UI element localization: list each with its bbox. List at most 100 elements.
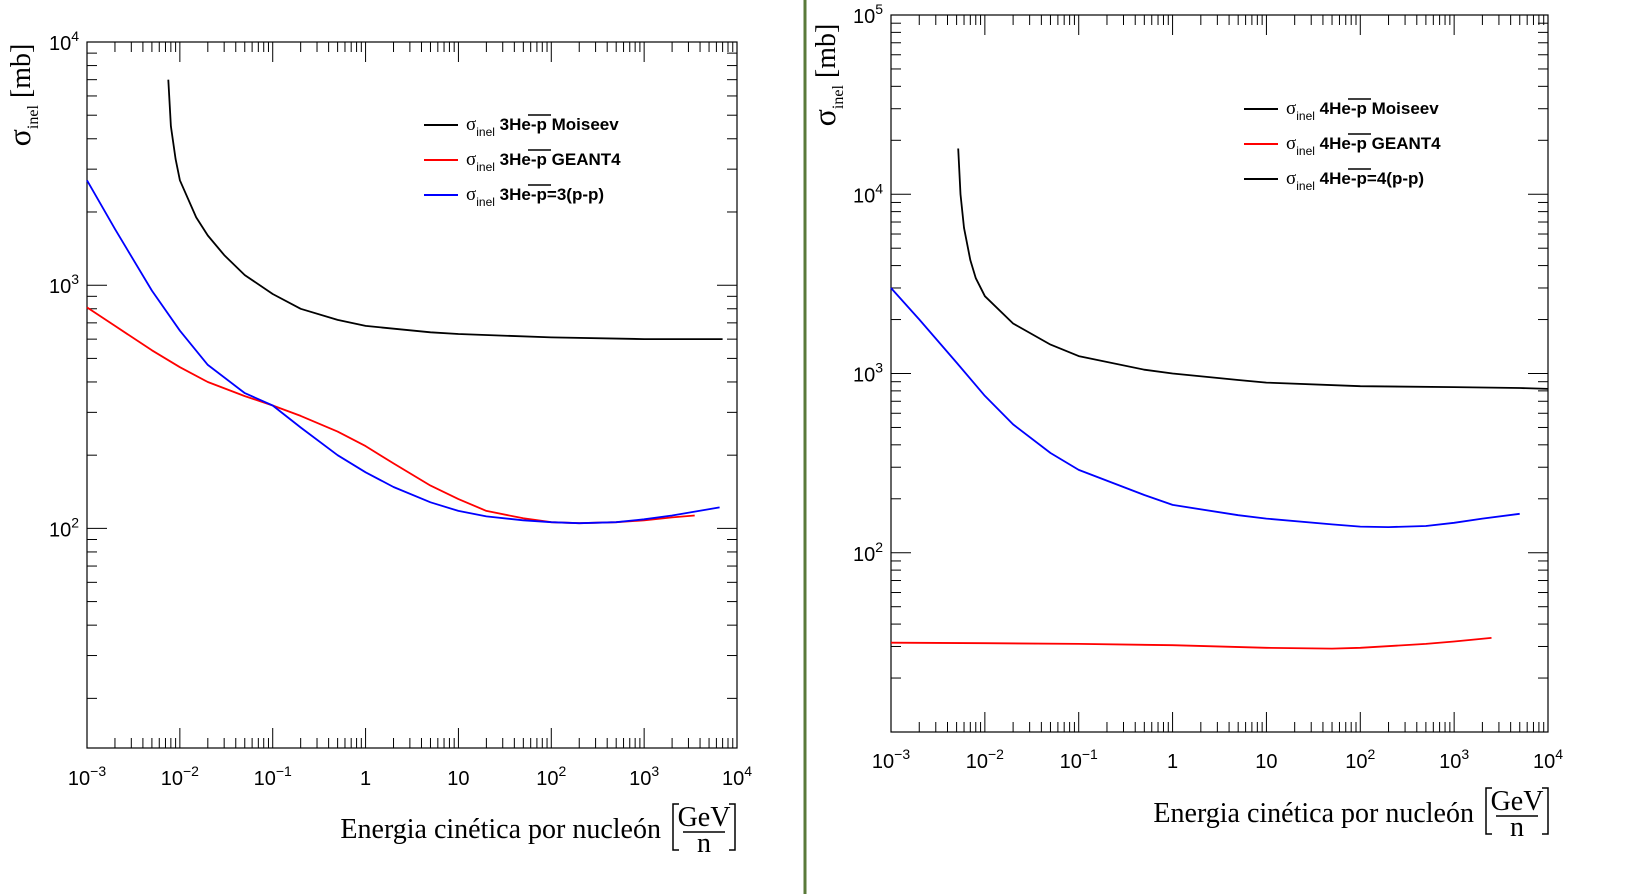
y-tick-exponent: 2	[71, 514, 79, 530]
y-tick-label: 103	[853, 360, 883, 387]
y-axis-title: σinel [mb]	[806, 24, 847, 127]
legend-text-tail: -p)	[582, 185, 604, 204]
legend-text-main: -p=3(	[531, 185, 572, 204]
legend-sigma: σ	[1286, 133, 1296, 154]
x-tick-label: 10−2	[161, 763, 199, 790]
legend-subscript: inel	[1296, 179, 1315, 193]
legend-subscript: inel	[476, 125, 495, 139]
x-tick-base: 10	[872, 751, 894, 773]
x-tick-labels: 10−3 10−2 10−1 1 10 102 103 104	[872, 746, 1563, 773]
x-tick-base: 10	[1345, 751, 1367, 773]
x-tick-base: 10	[1255, 751, 1277, 773]
legend-text-main: -p Moiseev	[531, 115, 619, 134]
x-tick-label: 10−3	[872, 746, 910, 773]
legend-item: σinel 4He-p=4(p-p)	[1244, 168, 1424, 193]
legend-label: σinel 3He-p GEANT4	[466, 149, 621, 174]
x-tick-label: 10	[447, 768, 469, 790]
y-axis-subscript: inel	[830, 85, 847, 110]
x-tick-label: 10−1	[254, 763, 292, 790]
unit-denominator: n	[1510, 812, 1524, 843]
y-axis-unit: [mb]	[811, 24, 842, 85]
x-tick-label: 102	[536, 763, 566, 790]
unit-right-bracket	[729, 803, 736, 851]
x-tick-exponent: 3	[651, 763, 659, 779]
x-tick-base: 10	[161, 768, 183, 790]
x-tick-base: 10	[1533, 751, 1555, 773]
y-tick-base: 10	[49, 33, 71, 55]
x-tick-exponent: −2	[988, 746, 1004, 762]
x-tick-base: 1	[1167, 751, 1178, 773]
x-tick-label: 10−3	[68, 763, 106, 790]
x-tick-label: 1	[360, 768, 371, 790]
x-tick-label: 104	[1533, 746, 1563, 773]
x-tick-base: 10	[1439, 751, 1461, 773]
x-tick-exponent: −1	[276, 763, 292, 779]
legend-antiproton: p	[572, 185, 582, 204]
x-tick-base: 10	[254, 768, 276, 790]
legend-sigma: σ	[466, 149, 476, 170]
y-axis-unit: [mb]	[6, 44, 37, 105]
legend-item: σinel 4He-p GEANT4	[1244, 133, 1441, 158]
y-tick-exponent: 4	[71, 28, 79, 44]
y-tick-label: 104	[853, 180, 883, 207]
legend-item: σinel 4He-p Moiseev	[1244, 98, 1439, 123]
legend-sigma: σ	[1286, 168, 1296, 189]
series-line-2	[890, 637, 1492, 650]
unit-left-bracket	[1485, 787, 1492, 835]
x-tick-base: 10	[68, 768, 90, 790]
y-tick-exponent: 5	[875, 1, 883, 17]
y-tick-base: 10	[49, 276, 71, 298]
y-tick-base: 10	[853, 365, 875, 387]
legend-particle: 4He	[1315, 99, 1351, 118]
legend-item: σinel 3He-p GEANT4	[424, 149, 621, 174]
x-tick-exponent: 3	[1461, 746, 1469, 762]
legend-particle: 3He	[495, 115, 531, 134]
unit-numerator: GeV	[1491, 786, 1544, 817]
y-tick-label: 105	[853, 1, 883, 28]
x-tick-base: 10	[536, 768, 558, 790]
x-tick-base: 10	[447, 768, 469, 790]
legend-subscript: inel	[476, 160, 495, 174]
x-tick-exponent: −3	[90, 763, 106, 779]
legend-text-main: -p GEANT4	[1351, 134, 1441, 153]
unit-right-bracket	[1542, 787, 1549, 835]
x-tick-exponent: 4	[744, 763, 752, 779]
y-tick-base: 10	[853, 185, 875, 207]
y-tick-exponent: 4	[875, 180, 883, 196]
y-axis-symbol: σ	[1, 129, 37, 146]
legend-text-tail: -p)	[1402, 169, 1424, 188]
legend-label: σinel 4He-p GEANT4	[1286, 133, 1441, 158]
series-line-1	[957, 148, 1549, 390]
x-tick-label: 102	[1345, 746, 1375, 773]
y-axis-ticks	[891, 22, 1548, 733]
x-tick-exponent: −1	[1082, 746, 1098, 762]
x-tick-exponent: −3	[894, 746, 910, 762]
legend-particle: 3He	[495, 185, 531, 204]
series-line-3	[86, 179, 720, 525]
legend-label: σinel 3He-p=3(p-p)	[466, 184, 604, 209]
x-tick-label: 104	[722, 763, 752, 790]
x-tick-label: 103	[1439, 746, 1469, 773]
legend-label: σinel 3He-p Moiseev	[466, 114, 619, 139]
legend-subscript: inel	[1296, 109, 1315, 123]
x-tick-label: 103	[629, 763, 659, 790]
y-tick-exponent: 2	[875, 539, 883, 555]
legend-item: σinel 3He-p=3(p-p)	[424, 184, 604, 209]
x-tick-base: 1	[360, 768, 371, 790]
x-tick-exponent: −2	[183, 763, 199, 779]
x-tick-label: 1	[1167, 751, 1178, 773]
legend-sigma: σ	[466, 114, 476, 135]
legend-text-main: -p Moiseev	[1351, 99, 1439, 118]
series-line-3	[890, 287, 1520, 528]
y-tick-exponent: 3	[875, 360, 883, 376]
y-tick-exponent: 3	[71, 271, 79, 287]
right-chart: 10−3 10−2 10−1 1 10 102 103 104102103104105σine…	[806, 1, 1563, 843]
series-line-1	[167, 79, 723, 340]
y-tick-label: 104	[49, 28, 79, 55]
